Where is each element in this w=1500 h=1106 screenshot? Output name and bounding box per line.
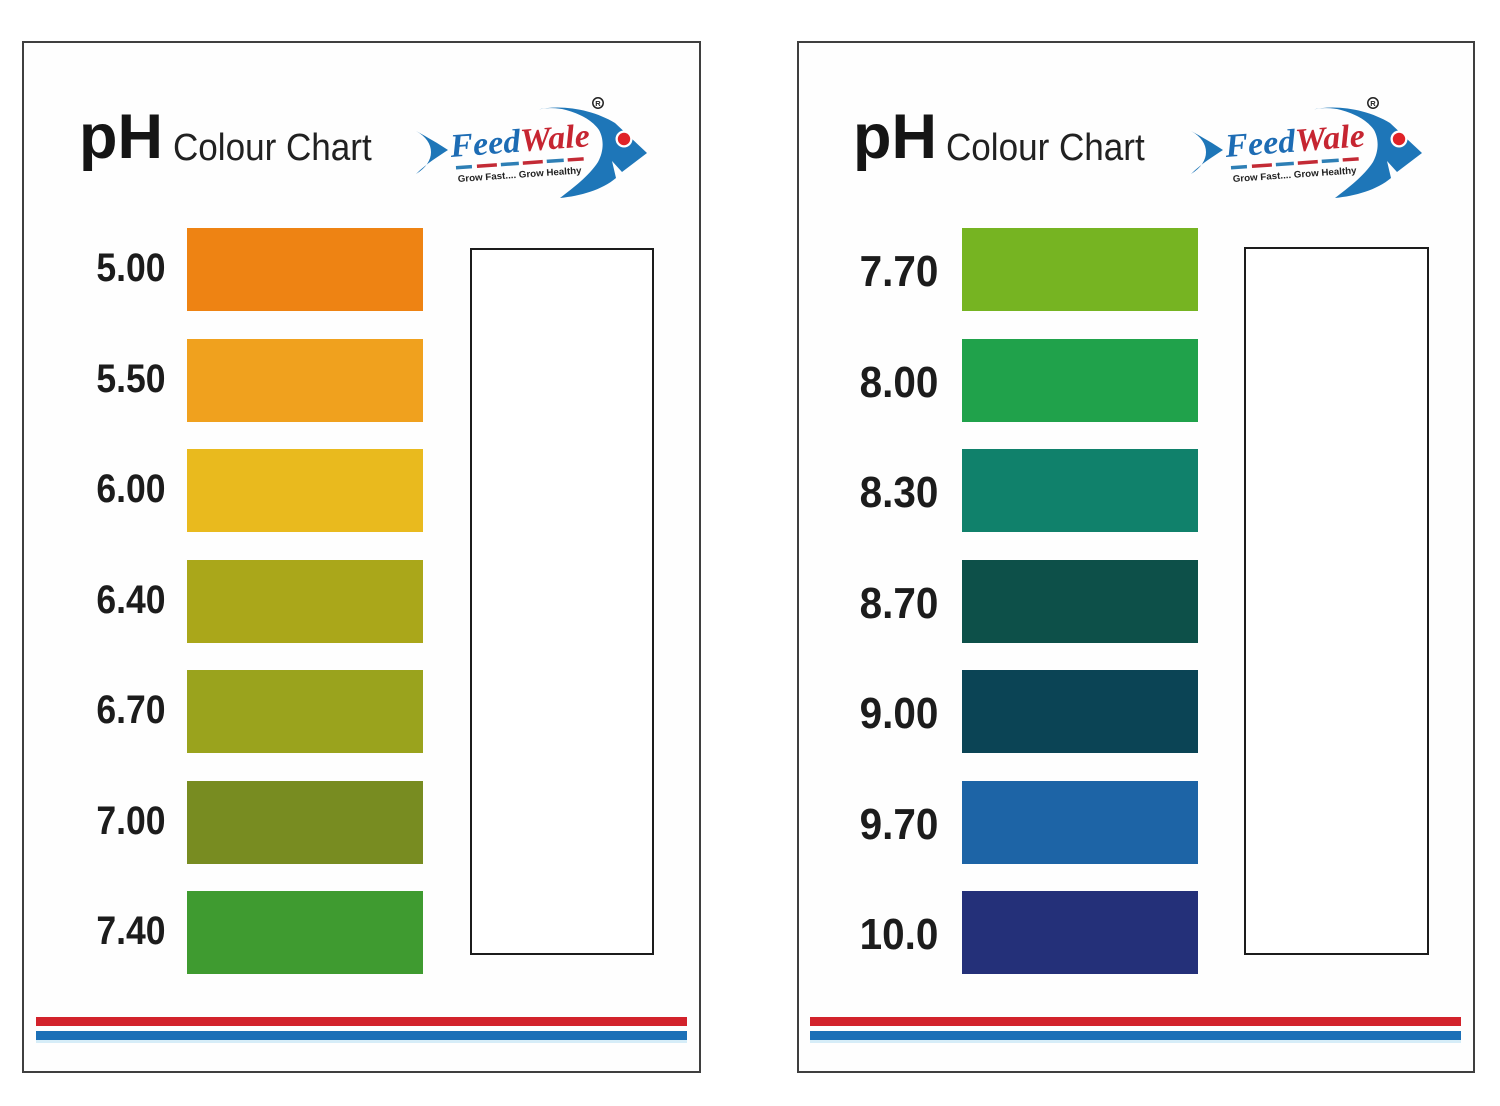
svg-text:R: R — [595, 99, 601, 108]
svg-text:Grow Fast.... Grow Healthy: Grow Fast.... Grow Healthy — [457, 165, 582, 185]
svg-text:FeedWale: FeedWale — [448, 118, 591, 165]
